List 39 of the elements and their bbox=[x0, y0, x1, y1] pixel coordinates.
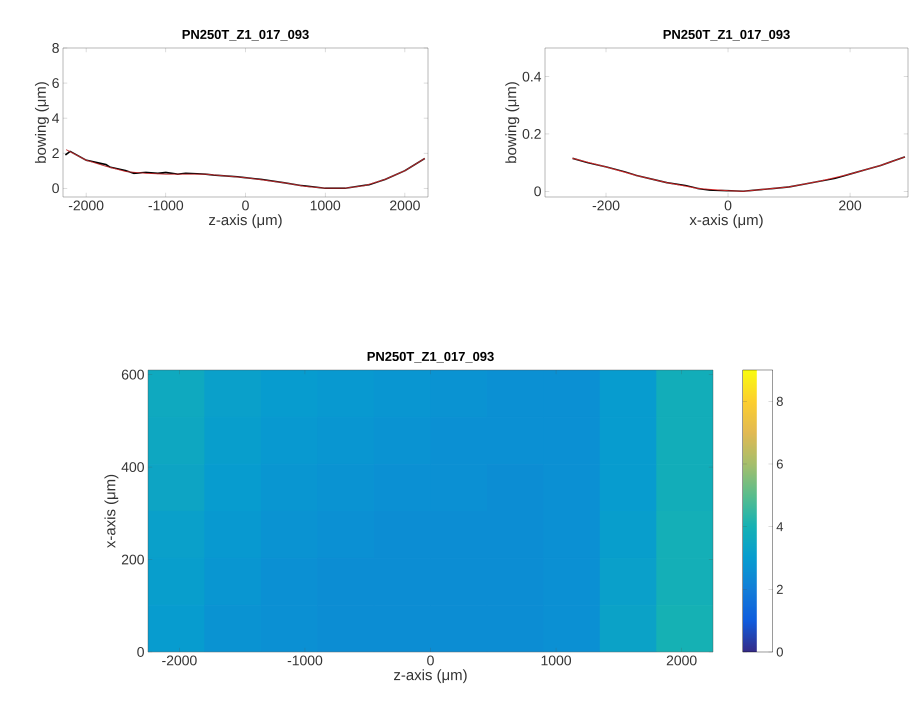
color-bar-label: 0 bbox=[776, 647, 783, 657]
x-tick-label: 2000 bbox=[390, 200, 420, 210]
x-tick-label: 1000 bbox=[542, 656, 572, 666]
x-tick-label: 0 bbox=[242, 200, 249, 210]
y-tick-label: 6 bbox=[52, 78, 59, 88]
color-bar-label: 6 bbox=[776, 459, 783, 469]
y-tick-label: 200 bbox=[122, 554, 144, 564]
x-tick-label: -2000 bbox=[162, 656, 197, 666]
x-tick-label: 1000 bbox=[310, 200, 340, 210]
x-axis-title: x-axis (μm) bbox=[690, 214, 763, 228]
chart-title: PN250T_Z1_017_093 bbox=[664, 30, 790, 40]
y-tick-label: 0 bbox=[52, 183, 59, 194]
y-tick-label: 0 bbox=[137, 647, 144, 657]
x-tick-label: 2000 bbox=[666, 656, 697, 666]
x-tick-label: -2000 bbox=[68, 200, 104, 210]
y-tick-label: 600 bbox=[122, 370, 144, 380]
x-axis-title: z-axis (μm) bbox=[209, 214, 282, 228]
x-tick-label: 0 bbox=[427, 656, 434, 666]
x-tick-label: -1000 bbox=[148, 200, 184, 210]
y-tick-label: 4 bbox=[52, 113, 60, 123]
y-axis-title: bowing (μm) bbox=[505, 82, 520, 163]
color-bar-label: 4 bbox=[776, 522, 784, 532]
x-axis-title: z-axis (μm) bbox=[394, 669, 467, 684]
y-tick-label: 0.4 bbox=[522, 72, 542, 82]
color-bar-label: 2 bbox=[776, 584, 783, 594]
x-tick-label: -200 bbox=[592, 200, 620, 210]
chart-title: PN250T_Z1_017_093 bbox=[182, 30, 309, 40]
y-tick-label: 2 bbox=[52, 148, 59, 158]
x-tick-label: 0 bbox=[724, 200, 732, 210]
x-tick-label: 200 bbox=[839, 200, 862, 210]
y-tick-label: 400 bbox=[122, 462, 144, 472]
y-axis-title: bowing (μm) bbox=[34, 82, 49, 163]
y-tick-label: 0.2 bbox=[522, 129, 541, 139]
y-tick-label: 0 bbox=[534, 186, 541, 196]
x-tick-label: -1000 bbox=[288, 656, 322, 666]
y-tick-label: 8 bbox=[52, 43, 59, 53]
chart-title: PN250T_Z1_017_093 bbox=[368, 352, 494, 362]
color-bar-label: 8 bbox=[776, 396, 783, 406]
y-axis-title: x-axis (μm) bbox=[104, 474, 118, 548]
